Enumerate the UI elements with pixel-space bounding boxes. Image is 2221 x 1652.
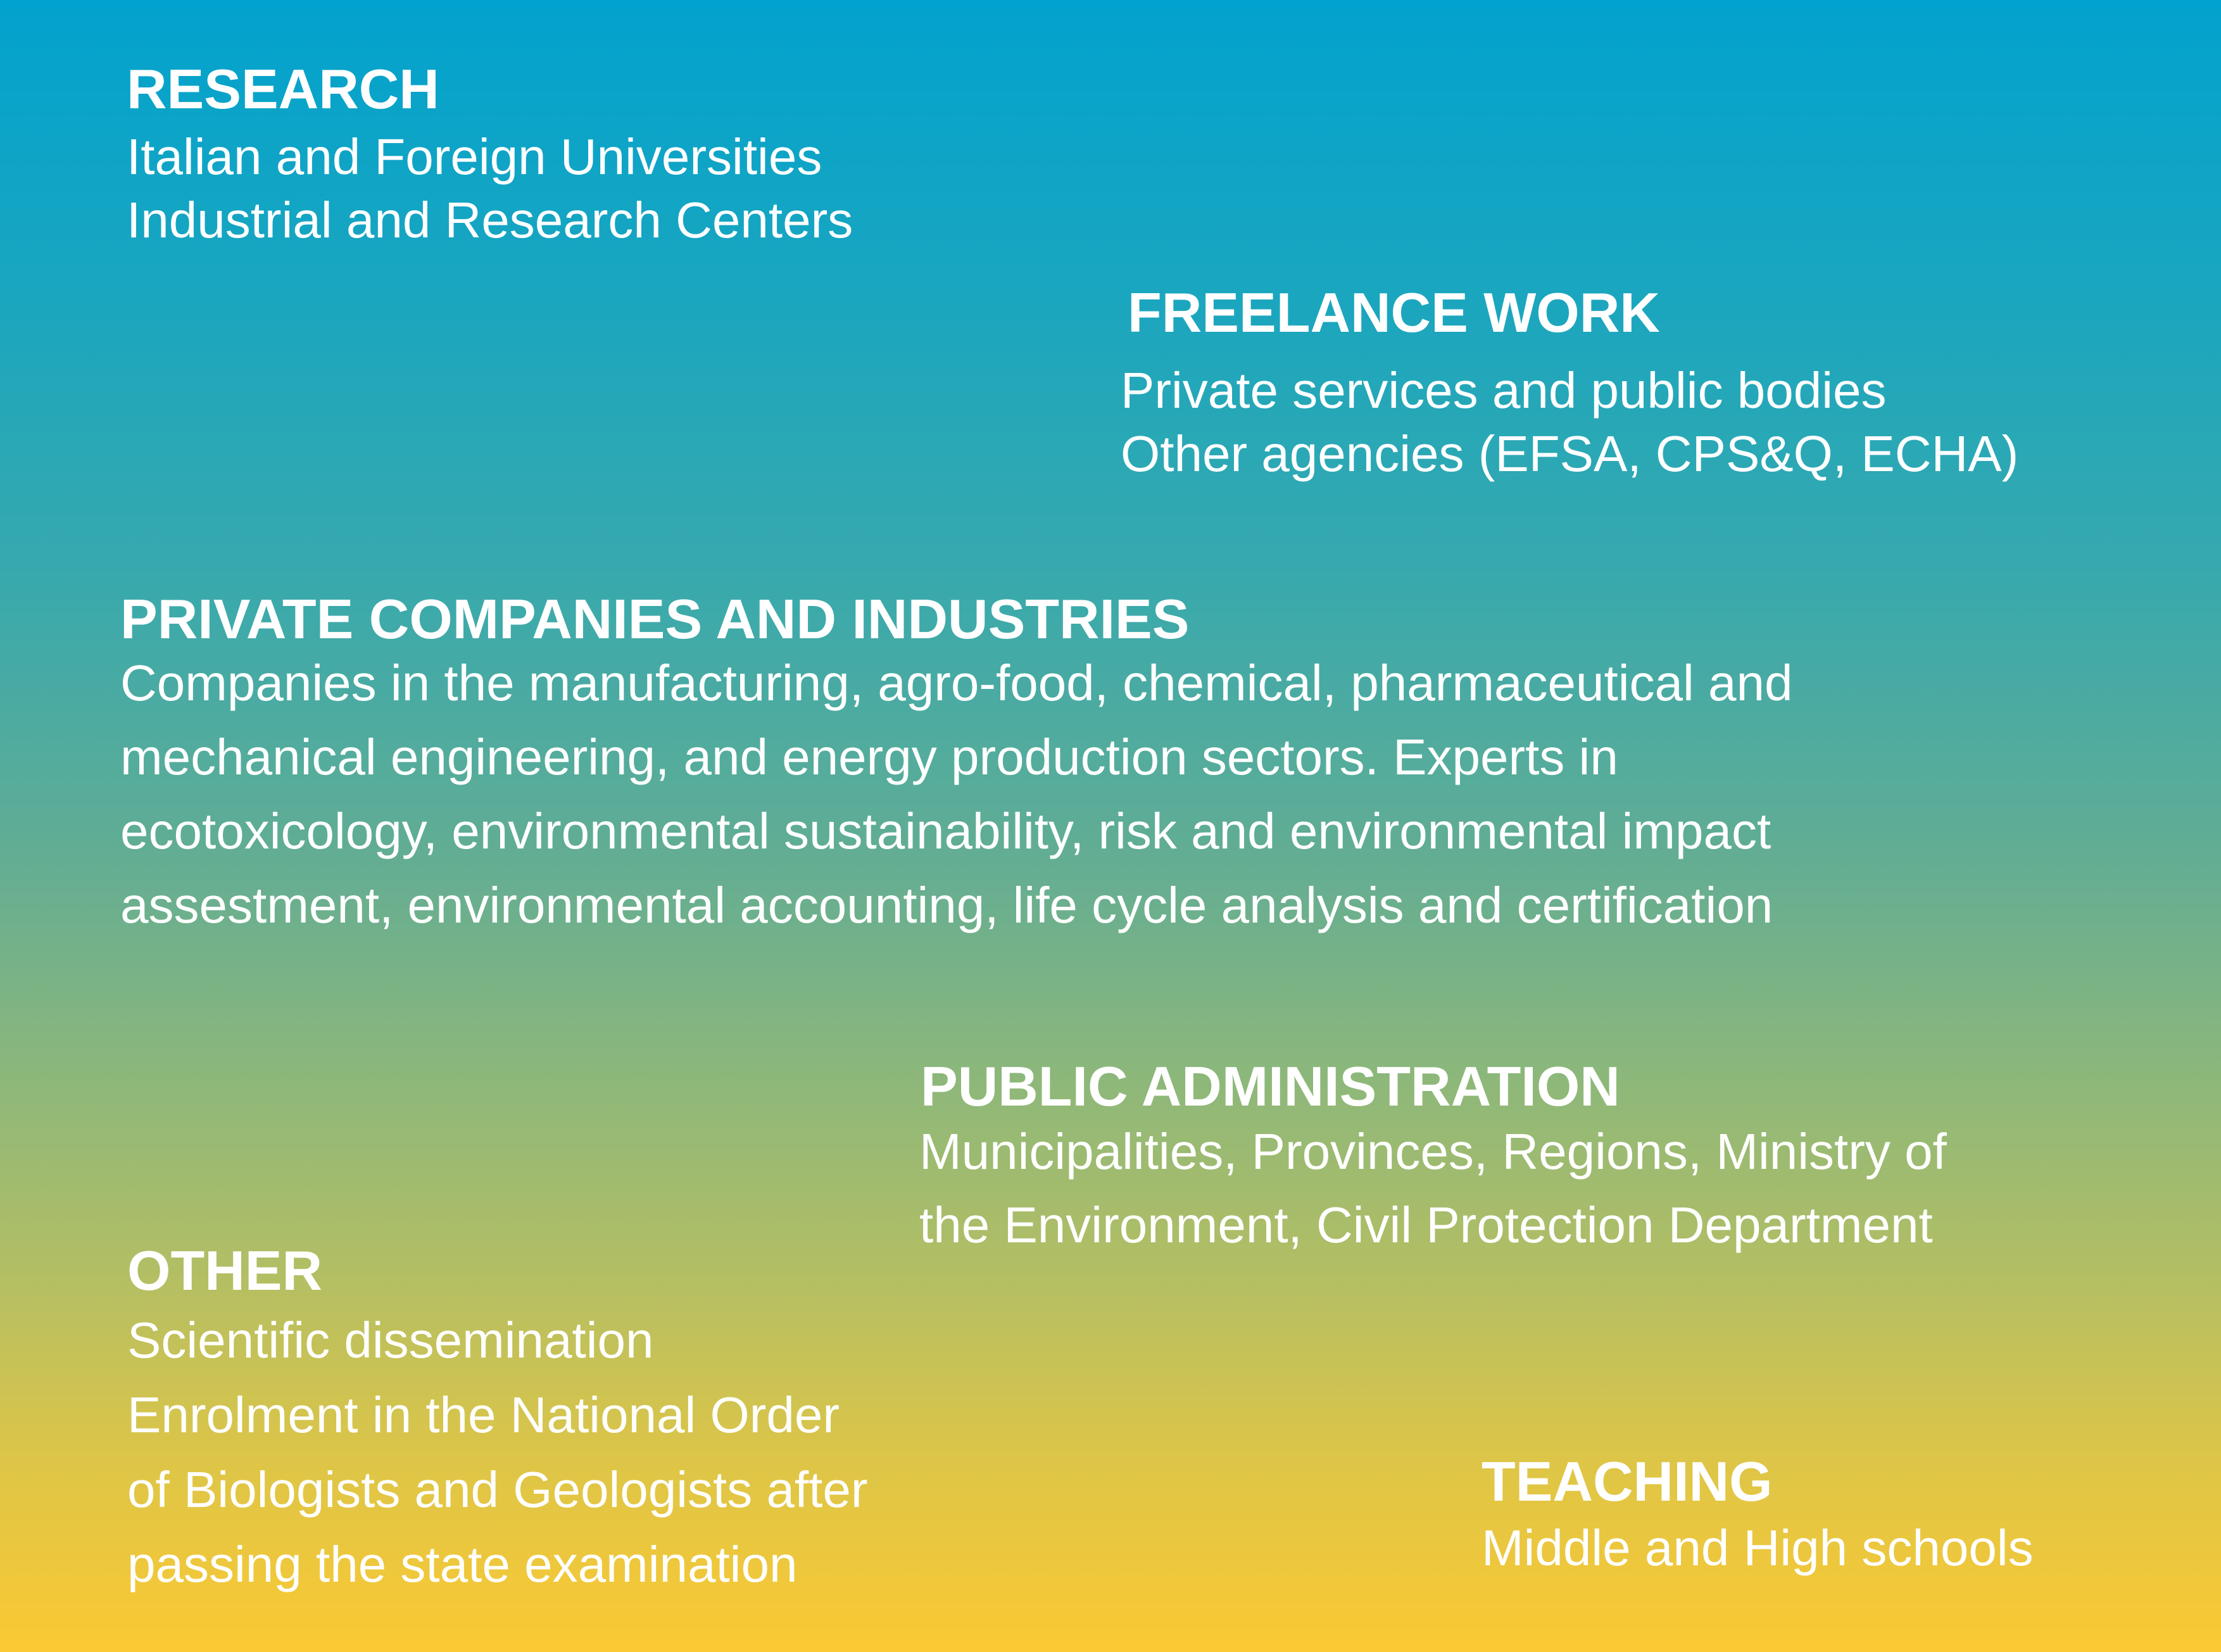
research-line: Industrial and Research Centers <box>127 192 853 248</box>
public-body: Municipalities, Provinces, Regions, Mini… <box>919 1115 1947 1262</box>
teaching-heading: TEACHING <box>1482 1450 1773 1513</box>
private-line: ecotoxicology, environmental sustainabil… <box>120 803 1771 859</box>
freelance-body: Private services and public bodies Other… <box>1121 359 2018 486</box>
teaching-body: Middle and High schools <box>1482 1516 2034 1580</box>
private-heading: PRIVATE COMPANIES AND INDUSTRIES <box>120 588 1190 650</box>
private-line: assestment, environmental accounting, li… <box>120 877 1773 933</box>
private-body: Companies in the manufacturing, agro-foo… <box>120 646 1792 942</box>
freelance-line: Private services and public bodies <box>1121 362 1887 419</box>
other-line: Scientific dissemination <box>127 1312 654 1368</box>
other-body: Scientific dissemination Enrolment in th… <box>127 1303 868 1602</box>
private-line: mechanical engineering, and energy produ… <box>120 729 1618 785</box>
freelance-line: Other agencies (EFSA, CPS&Q, ECHA) <box>1121 426 2019 482</box>
teaching-line: Middle and High schools <box>1482 1520 2034 1576</box>
other-heading: OTHER <box>127 1239 322 1302</box>
public-line: Municipalities, Provinces, Regions, Mini… <box>919 1123 1947 1180</box>
public-line: the Environment, Civil Protection Depart… <box>919 1197 1933 1253</box>
other-line: of Biologists and Geologists after <box>127 1461 868 1518</box>
other-line: passing the state examination <box>127 1536 798 1592</box>
research-line: Italian and Foreign Universities <box>127 129 822 185</box>
private-line: Companies in the manufacturing, agro-foo… <box>120 655 1793 711</box>
freelance-heading: FREELANCE WORK <box>1128 281 1660 344</box>
public-heading: PUBLIC ADMINISTRATION <box>921 1055 1620 1118</box>
research-body: Italian and Foreign Universities Industr… <box>127 125 853 252</box>
other-line: Enrolment in the National Order <box>127 1387 840 1443</box>
research-heading: RESEARCH <box>127 58 439 120</box>
